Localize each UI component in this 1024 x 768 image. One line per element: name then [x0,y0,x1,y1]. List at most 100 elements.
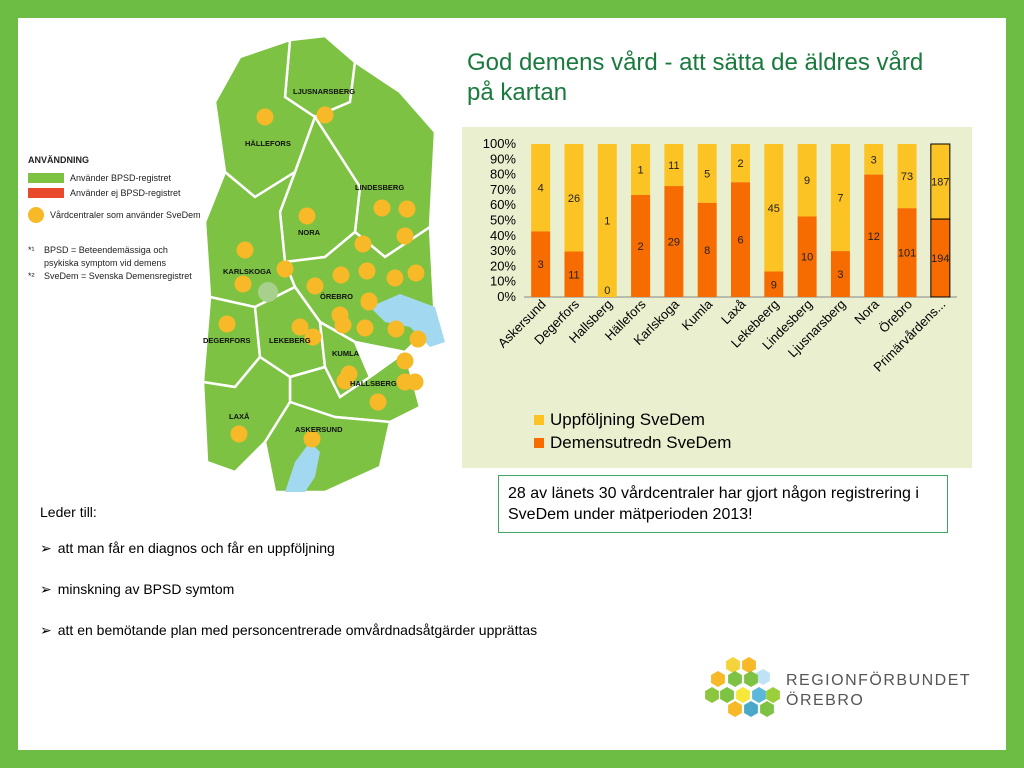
svedem-dot [234,275,252,293]
legend-svedem-label: Vårdcentraler som använder SveDem [50,209,201,220]
svedem-dot [256,108,274,126]
map-label: NORA [298,228,321,237]
green-swatch [28,172,64,183]
svedem-dot [360,292,378,310]
bar-uppfoljning [797,144,817,217]
bar-uppfoljning [564,144,584,252]
bar-demensutredn [731,182,750,297]
svedem-dots [218,106,427,448]
y-tick-label: 90% [490,151,516,166]
note-1-mark: *¹ [28,245,35,255]
legend-row-svedem: Vårdcentraler som använder SveDem [28,206,213,223]
x-tick-label: Kumla [679,296,716,333]
bar-demensutredn [697,202,717,297]
data-label-uppfoljning: 45 [768,203,780,215]
data-label-demensutredn: 12 [868,231,880,243]
stacked-bar-chart: 100%90%80%70%60%50%40%30%20%10%0%43Asker… [483,136,957,452]
svedem-dot [304,328,322,346]
map-label: LAXÅ [229,412,250,421]
map-regions [201,34,445,494]
logo-hex [726,657,740,673]
legend-entry: Uppföljning SveDem [550,410,705,429]
map-labels: LJUSNARSBERG HÄLLEFORS LINDESBERG NORA KARLS… [203,87,404,434]
svedem-dot [396,352,414,370]
bar-uppfoljning [631,144,651,195]
logo-hex [756,669,770,685]
svedem-dot [340,365,358,383]
bullet-lead: Leder till: [40,504,97,520]
map-label: LEKEBERG [269,336,311,345]
data-label-uppfoljning: 4 [538,183,544,195]
map-label: LINDESBERG [355,183,404,192]
data-label-uppfoljning: 5 [704,168,710,180]
bar-demensutredn [930,218,951,298]
bullet-text: att en bemötande plan med personcentrera… [57,622,538,638]
svedem-dot [373,199,391,217]
note-2-mark: *² [28,271,35,281]
y-tick-label: 20% [490,258,516,273]
bar-demensutredn [897,208,917,297]
map-label: HÄLLEFORS [245,139,291,148]
y-tick-label: 10% [490,274,516,289]
note-1-text: BPSD = Beteendemässiga och psykiska symp… [44,245,168,268]
bar-uppfoljning [664,144,684,187]
svedem-dot [334,316,352,334]
bar-demensutredn [797,216,817,297]
city-dot [258,282,278,302]
bar-demensutredn [664,186,684,297]
y-tick-label: 60% [490,197,516,212]
bullet-item: ➢ att en bemötande plan med personcentre… [40,622,680,639]
bar-demensutredn [830,251,850,297]
svedem-dot [387,320,405,338]
y-tick-label: 50% [490,213,516,228]
data-label-uppfoljning: 2 [737,158,743,170]
bullet-text: att man får en diagnos och får en uppföl… [57,540,335,556]
map-label: ÖREBRO [320,292,353,301]
bullet-item: ➢ minskning av BPSD symtom [40,581,680,598]
data-label-demensutredn: 10 [801,252,813,264]
svedem-dot [230,425,248,443]
y-tick-label: 40% [490,228,516,243]
legend-notes: *¹ BPSD = Beteendemässiga och psykiska s… [28,244,213,283]
bar-uppfoljning [864,144,884,175]
logo-line-1: REGIONFÖRBUNDET [786,672,972,689]
note-2-text: SveDem = Svenska Demensregistret [44,271,192,281]
data-label-uppfoljning: 1 [604,216,610,228]
logo-hex [752,687,766,703]
map-label: HALLSBERG [350,379,397,388]
legend-row-not-bpsd: Använder ej BPSD-registret [28,185,213,200]
logo-hex [728,701,742,717]
bar-demensutredn [531,231,551,297]
bar-uppfoljning [830,144,850,252]
legend-swatch [534,415,544,425]
note-box: 28 av länets 30 vårdcentraler har gjort … [498,475,948,533]
y-tick-label: 70% [490,182,516,197]
svedem-dot [369,393,387,411]
data-label-uppfoljning: 187 [931,177,949,189]
regionforbundet-logo-icon [705,657,780,717]
svedem-dot [407,264,425,282]
data-label-demensutredn: 194 [931,253,949,265]
map-label: LJUSNARSBERG [293,87,355,96]
bar-demensutredn [631,195,651,297]
svedem-dot [396,227,414,245]
legend-not-bpsd-label: Använder ej BPSD-registret [70,187,181,198]
svedem-dot [409,330,427,348]
bar-demensutredn [864,174,884,297]
svedem-dot [236,241,254,259]
svedem-dot [406,373,424,391]
map-label: ASKERSUND [295,425,343,434]
logo-hex [766,687,780,703]
data-label-uppfoljning: 9 [804,175,810,187]
legend-swatch [534,438,544,448]
svedem-dot [303,430,321,448]
data-label-demensutredn: 0 [604,285,610,297]
bar-uppfoljning [731,144,750,183]
data-label-demensutredn: 101 [898,248,916,260]
data-label-demensutredn: 6 [737,235,743,247]
bullet-list: Leder till: ➢ att man får en diagnos och… [40,504,680,663]
logo-hex [742,657,756,673]
red-swatch [28,187,64,198]
svedem-dot [398,200,416,218]
arrow-icon: ➢ [40,581,52,597]
